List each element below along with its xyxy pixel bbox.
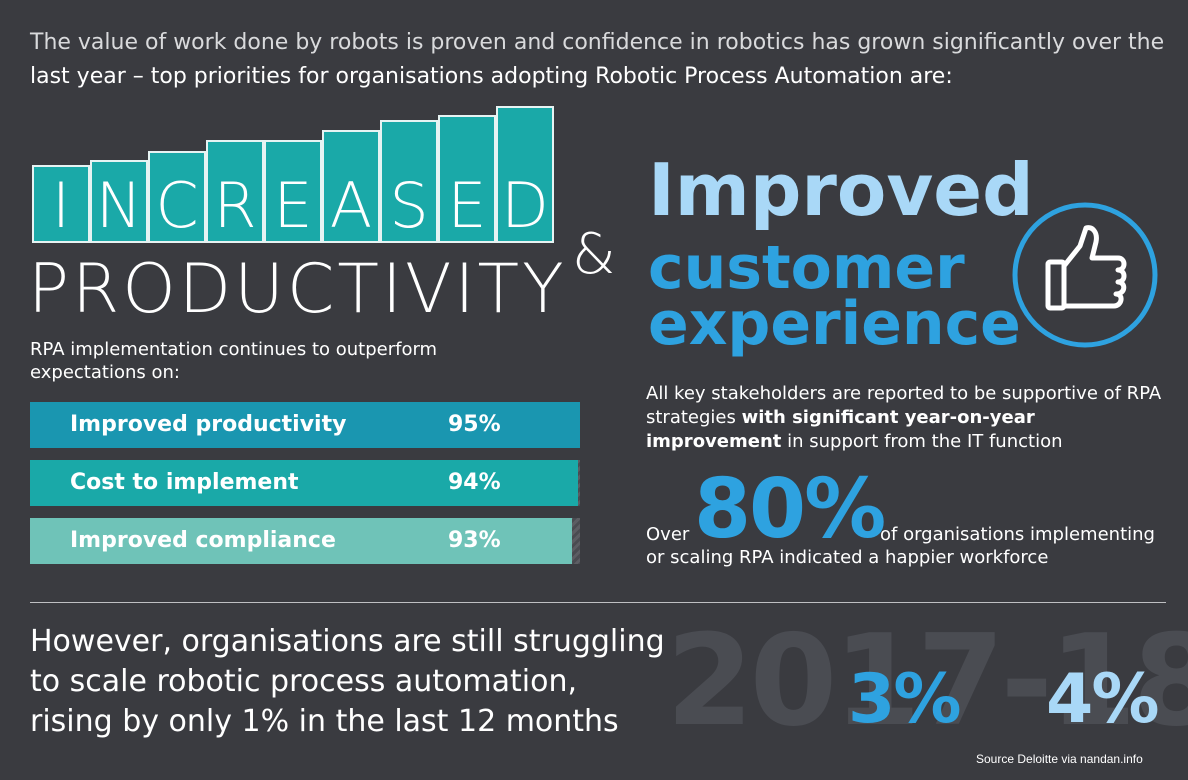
intro-text: The value of work done by robots is prov… (30, 26, 1170, 94)
productivity-heading: PRODUCTIVITY (28, 250, 567, 329)
three-percent: 3% (848, 660, 961, 739)
increased-letter-block: E (264, 140, 322, 243)
increased-letter-block: D (496, 106, 554, 243)
source-credit: Source Deloitte via nandan.info (976, 752, 1143, 766)
increased-letter-block: S (380, 120, 438, 243)
stakeholder-text: All key stakeholders are reported to be … (646, 382, 1166, 454)
increased-letter-block: E (438, 115, 496, 243)
improved-heading: Improved (648, 148, 1034, 232)
stake-text-2: in support from the IT function (781, 431, 1063, 452)
scaling-line-1: However, organisations are still struggl… (30, 624, 665, 659)
intro-line-1: The value of work done by robots is prov… (30, 30, 1165, 55)
intro-line-2: last year – top priorities for organisat… (30, 64, 953, 89)
customer-heading: customer (648, 233, 965, 303)
bar-cost-to-implement: Cost to implement 94% (30, 460, 580, 506)
bar-fill (30, 402, 580, 448)
bar-fill (30, 518, 573, 564)
stake-text-1: All key stakeholders are reported to be … (646, 383, 1162, 428)
bar-improved-compliance: Improved compliance 93% (30, 518, 580, 564)
increased-letter-block: R (206, 140, 264, 243)
bar-fill (30, 460, 579, 506)
bar-improved-productivity: Improved productivity 95% (30, 402, 580, 448)
section-divider (30, 602, 1166, 603)
ampersand: & (572, 222, 616, 287)
increased-letter-block: I (32, 165, 90, 243)
stake-bold-text: with significant year-on-year improvemen… (646, 407, 1035, 452)
increased-letter-block: N (90, 160, 148, 243)
bar-label: Cost to implement (70, 470, 299, 495)
over-label: Over (646, 524, 690, 545)
rpa-description: RPA implementation continues to outperfo… (30, 339, 438, 383)
eighty-percent: 80% (694, 462, 886, 557)
bar-percent: 95% (448, 412, 501, 437)
experience-heading: experience (648, 289, 1021, 359)
scaling-line-2: to scale robotic process automation, (30, 664, 577, 699)
thumbs-up-icon (1012, 202, 1158, 348)
workforce-text-1: of organisations implementing (880, 524, 1155, 545)
year-background: 2017-18 (666, 607, 1188, 754)
bar-label: Improved compliance (70, 528, 336, 553)
bar-label: Improved productivity (70, 412, 347, 437)
scaling-line-3: rising by only 1% in the last 12 months (30, 704, 619, 739)
increased-letter-block: A (322, 130, 380, 243)
bar-percent: 94% (448, 470, 501, 495)
scaling-text: However, organisations are still struggl… (30, 622, 690, 742)
bar-percent: 93% (448, 528, 501, 553)
increased-letter-block: C (148, 151, 206, 243)
workforce-text-2: or scaling RPA indicated a happier workf… (646, 547, 1049, 568)
four-percent: 4% (1046, 660, 1159, 739)
